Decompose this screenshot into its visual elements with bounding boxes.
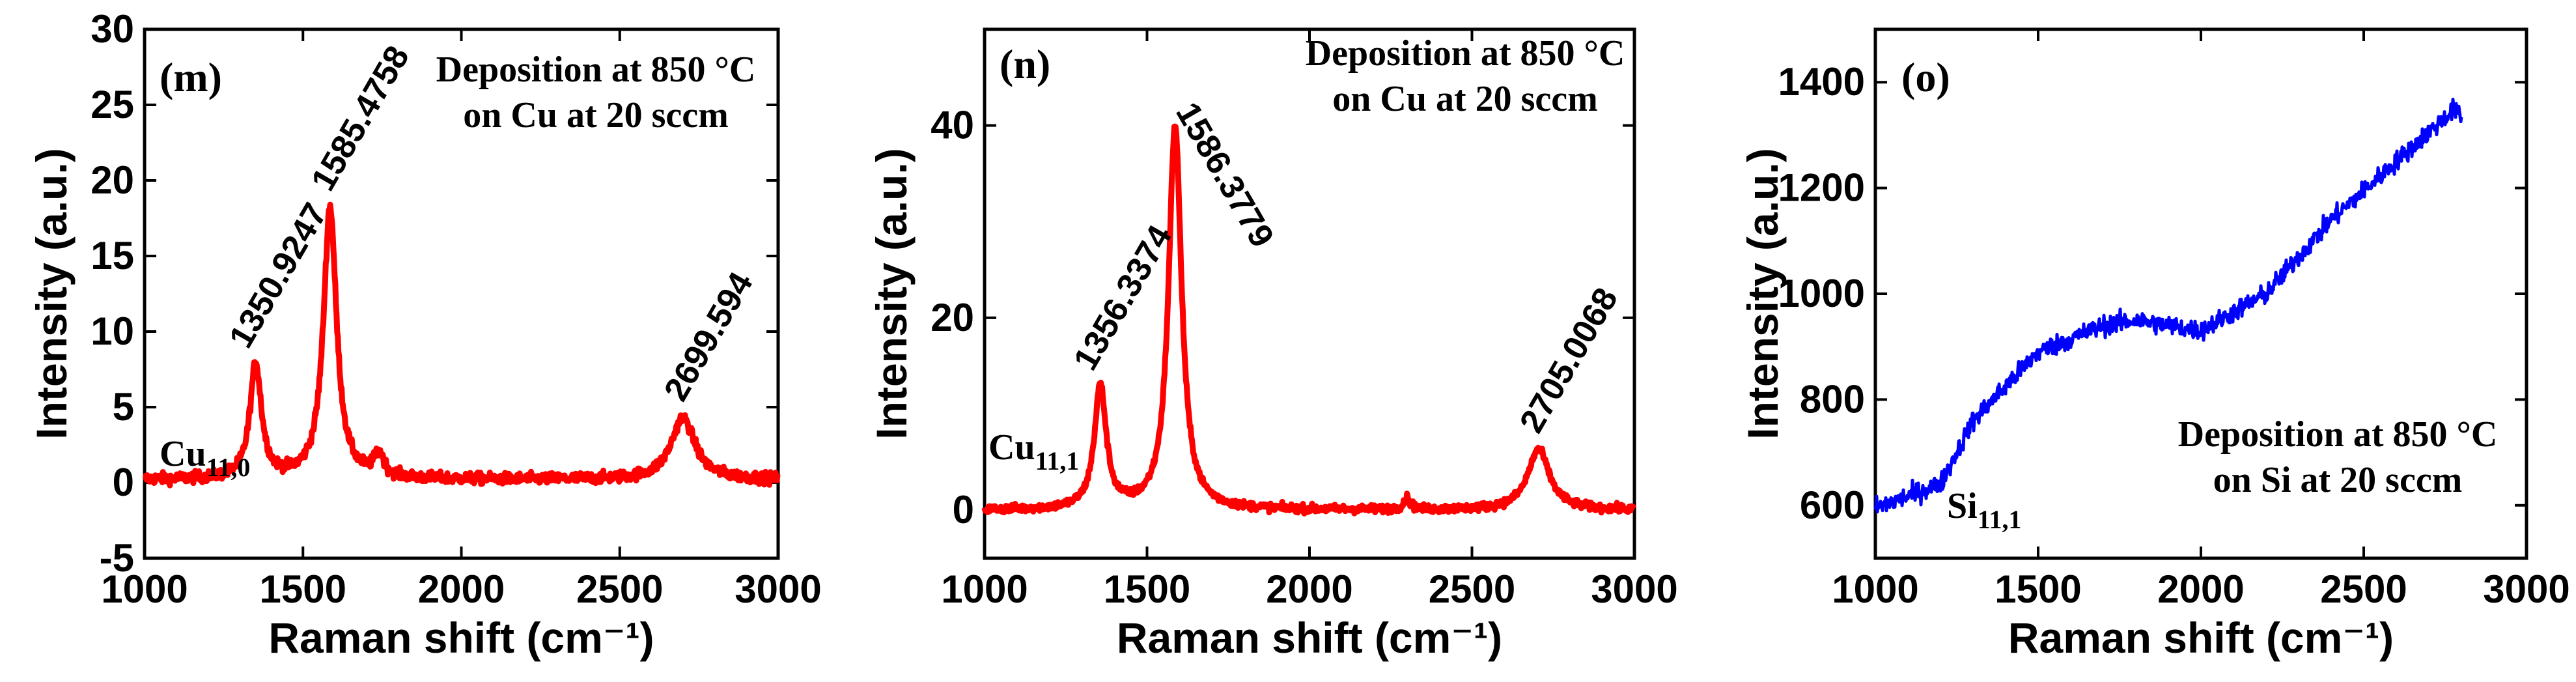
substrate-label-base: Cu <box>160 434 206 474</box>
y-tick-label: 800 <box>1800 377 1865 421</box>
condition-annotation: on Cu at 20 sccm <box>1332 79 1598 119</box>
x-axis-title: Raman shift (cm⁻¹) <box>2008 614 2394 662</box>
substrate-label-base: Si <box>1947 486 1978 526</box>
y-tick-label: 0 <box>113 461 134 504</box>
y-tick-label: 5 <box>113 385 134 429</box>
x-tick-label: 1500 <box>260 567 346 611</box>
y-tick-label: 1400 <box>1778 60 1865 104</box>
condition-annotation: on Si at 20 sccm <box>2213 460 2463 500</box>
condition-annotation: on Cu at 20 sccm <box>463 95 729 135</box>
x-tick-label: 1000 <box>941 567 1028 611</box>
peak-label: 2705.0068 <box>1513 281 1625 439</box>
x-tick-label: 2500 <box>576 567 663 611</box>
spectrum-line <box>142 201 781 489</box>
y-tick-label: 20 <box>91 158 134 202</box>
y-tick-label: 1200 <box>1778 166 1865 210</box>
condition-annotation: Deposition at 850 °C <box>436 50 756 90</box>
x-tick-label: 3000 <box>2483 567 2569 611</box>
x-tick-label: 2500 <box>2320 567 2407 611</box>
y-tick-label: 25 <box>91 83 134 126</box>
x-tick-label: 1000 <box>1832 567 1918 611</box>
peak-label: 1350.9247 <box>222 197 335 354</box>
peak-label: 2699.594 <box>657 266 761 407</box>
x-tick-label: 2500 <box>1429 567 1515 611</box>
substrate-label: Si11,1 <box>1947 486 2022 534</box>
panel-label: (m) <box>160 54 222 100</box>
y-tick-label: 20 <box>931 296 974 339</box>
chart-panel-1: 1000 1500 2000 2500 3000 0 20 40 Raman shift (cm… <box>867 27 1678 662</box>
panel-label: (o) <box>1901 54 1950 100</box>
substrate-label-sub: 11,1 <box>1978 505 2022 534</box>
y-axis-title: Intensity (a.u.) <box>27 148 76 439</box>
panel-label: (n) <box>1000 41 1050 87</box>
y-tick-label: 0 <box>953 488 974 532</box>
x-tick-label: 3000 <box>735 567 821 611</box>
chart-panel-2: 1000 1500 2000 2500 3000 600 800 1000 1200 1400 Ra… <box>1739 27 2570 662</box>
y-tick-label: 10 <box>91 309 134 353</box>
substrate-label-base: Cu <box>988 427 1035 468</box>
substrate-label-sub: 11,1 <box>1035 446 1080 476</box>
x-tick-label: 1500 <box>1995 567 2081 611</box>
x-tick-label: 2000 <box>418 567 505 611</box>
y-tick-label: 15 <box>91 234 134 277</box>
spectrum-line <box>981 123 1637 517</box>
peak-label: 1586.3779 <box>1168 96 1281 254</box>
y-tick-label: -5 <box>100 536 134 580</box>
x-axis-title: Raman shift (cm⁻¹) <box>1117 614 1502 662</box>
peak-label: 1356.3374 <box>1067 219 1179 377</box>
y-axis-title: Intensity (a.u.) <box>1739 148 1787 439</box>
x-tick-label: 1000 <box>101 567 188 611</box>
spectrum-line <box>1873 98 2463 514</box>
x-tick-label: 2000 <box>1266 567 1352 611</box>
chart-panel-0: 1000 1500 2000 2500 3000 -5 0 5 10 15 20 25 30 Raman … <box>27 7 822 662</box>
x-tick-label: 1500 <box>1104 567 1190 611</box>
y-tick-label: 30 <box>91 7 134 51</box>
substrate-label: Cu11,0 <box>160 434 250 482</box>
x-tick-label: 3000 <box>1591 567 1677 611</box>
condition-annotation: Deposition at 850 °C <box>1306 33 1625 74</box>
y-tick-label: 1000 <box>1778 272 1865 315</box>
x-axis-title: Raman shift (cm⁻¹) <box>268 614 654 662</box>
y-axis-title: Intensity (a.u.) <box>867 148 916 439</box>
substrate-label: Cu11,1 <box>988 427 1079 476</box>
substrate-label-sub: 11,0 <box>206 453 251 482</box>
condition-annotation: Deposition at 850 °C <box>2178 414 2498 455</box>
y-tick-label: 40 <box>931 104 974 147</box>
peak-label: 1585.4758 <box>304 40 417 197</box>
y-tick-label: 600 <box>1800 483 1865 527</box>
x-tick-label: 2000 <box>2157 567 2244 611</box>
